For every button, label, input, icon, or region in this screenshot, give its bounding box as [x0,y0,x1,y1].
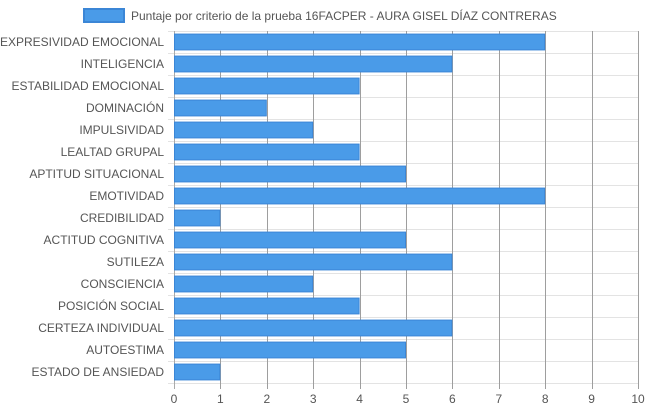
x-tick-label: 4 [356,392,363,406]
chart-bars [174,33,546,381]
x-tick-label: 8 [542,392,549,406]
category-label: EMOTIVIDAD [89,189,164,203]
bar [174,363,221,381]
category-label: ESTABILIDAD EMOCIONAL [12,79,165,93]
y-axis-labels: EXPRESIVIDAD EMOCIONAL INTELIGENCIA ESTABI… [0,35,164,379]
category-label: INTELIGENCIA [81,57,164,71]
category-label: SUTILEZA [107,255,164,269]
category-label: LEALTAD GRUPAL [61,145,165,159]
bar [174,99,267,117]
category-label: IMPULSIVIDAD [79,123,164,137]
bar [174,231,406,249]
legend-swatch [83,8,125,23]
x-tick-label: 9 [588,392,595,406]
chart-legend[interactable]: Puntaje por criterio de la prueba 16FACP… [83,8,557,23]
x-axis-labels: 0 1 2 3 4 5 6 7 8 9 10 [171,392,645,406]
x-tick-label: 0 [171,392,178,406]
bar [174,187,546,205]
x-tick-label: 10 [631,392,645,406]
bar [174,165,406,183]
category-label: DOMINACIÓN [86,100,164,115]
category-label: ACTITUD COGNITIVA [44,233,164,247]
bar [174,55,453,73]
category-label: AUTOESTIMA [86,343,164,357]
category-label: CERTEZA INDIVIDUAL [38,321,164,335]
bar [174,77,360,95]
category-label: APTITUD SITUACIONAL [29,167,164,181]
bar [174,209,221,227]
bar [174,319,453,337]
x-tick-label: 5 [403,392,410,406]
bar [174,121,314,139]
category-label: ESTADO DE ANSIEDAD [32,365,165,379]
category-label: CONSCIENCIA [81,277,164,291]
x-tick-label: 3 [310,392,317,406]
x-tick-label: 2 [263,392,270,406]
category-label: CREDIBILIDAD [80,211,164,225]
bar [174,341,406,359]
x-tick-label: 7 [495,392,502,406]
x-tick-label: 1 [217,392,224,406]
category-label: EXPRESIVIDAD EMOCIONAL [0,35,164,49]
x-tick-label: 6 [449,392,456,406]
bar [174,143,360,161]
legend-label: Puntaje por criterio de la prueba 16FACP… [131,8,557,23]
category-label: POSICIÓN SOCIAL [58,298,164,313]
bar [174,297,360,315]
bar [174,253,453,271]
bar [174,275,314,293]
bar [174,33,546,51]
